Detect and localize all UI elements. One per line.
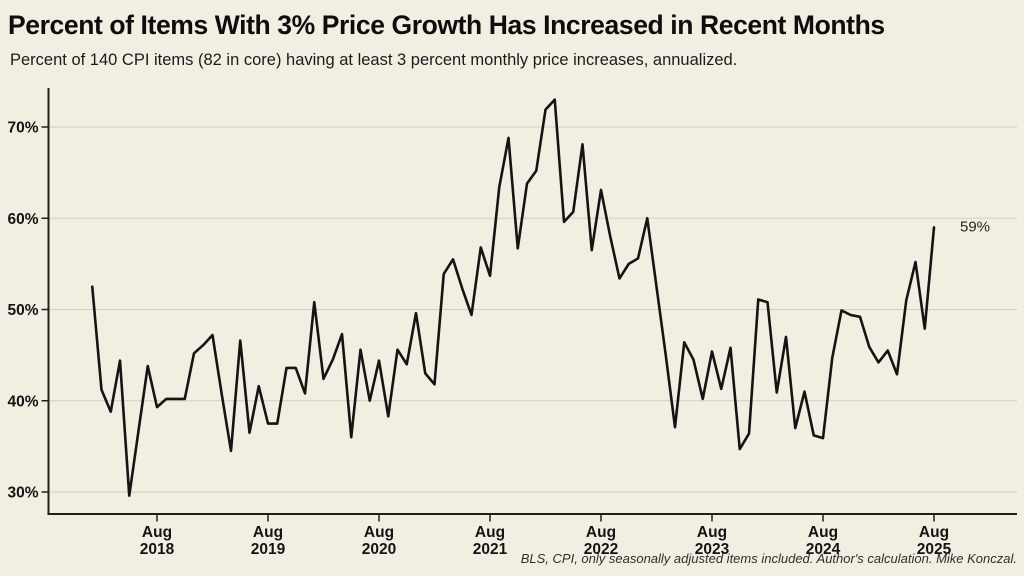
x-tick-label-year: 2019 bbox=[251, 541, 286, 558]
chart-title: Percent of Items With 3% Price Growth Ha… bbox=[8, 10, 885, 40]
last-value-annotation: 59% bbox=[960, 218, 990, 235]
x-tick-label-month: Aug bbox=[364, 524, 394, 541]
x-tick-label-year: 2023 bbox=[695, 541, 730, 558]
x-tick-label-year: 2024 bbox=[806, 541, 841, 558]
x-tick-label-year: 2020 bbox=[362, 541, 396, 558]
x-tick-label-month: Aug bbox=[475, 524, 505, 541]
y-tick-label: 30% bbox=[7, 485, 38, 502]
chart-subtitle: Percent of 140 CPI items (82 in core) ha… bbox=[10, 51, 738, 69]
x-axis: Aug2018Aug2019Aug2020Aug2021Aug2022Aug20… bbox=[140, 514, 952, 558]
x-tick-label-year: 2022 bbox=[584, 541, 618, 558]
source-credit: BLS, CPI, only seasonally adjusted items… bbox=[520, 551, 1017, 566]
x-tick-label-month: Aug bbox=[142, 524, 172, 541]
y-tick-label: 60% bbox=[7, 211, 38, 228]
y-tick-label: 50% bbox=[7, 302, 38, 319]
x-tick-label-year: 2018 bbox=[140, 541, 175, 558]
y-tick-label: 70% bbox=[7, 120, 38, 137]
price-growth-line bbox=[90, 98, 936, 497]
x-tick-label-month: Aug bbox=[919, 524, 949, 541]
x-tick-label-year: 2025 bbox=[917, 541, 952, 558]
y-tick-label: 40% bbox=[7, 393, 38, 410]
x-tick-label-month: Aug bbox=[808, 524, 838, 541]
gridlines bbox=[48, 126, 1017, 493]
x-tick-label-month: Aug bbox=[586, 524, 616, 541]
x-tick-label-month: Aug bbox=[253, 524, 283, 541]
y-axis: 30% 40% 50% 60% 70% bbox=[7, 120, 49, 502]
x-tick-label-year: 2021 bbox=[473, 541, 508, 558]
x-tick-label-month: Aug bbox=[697, 524, 727, 541]
